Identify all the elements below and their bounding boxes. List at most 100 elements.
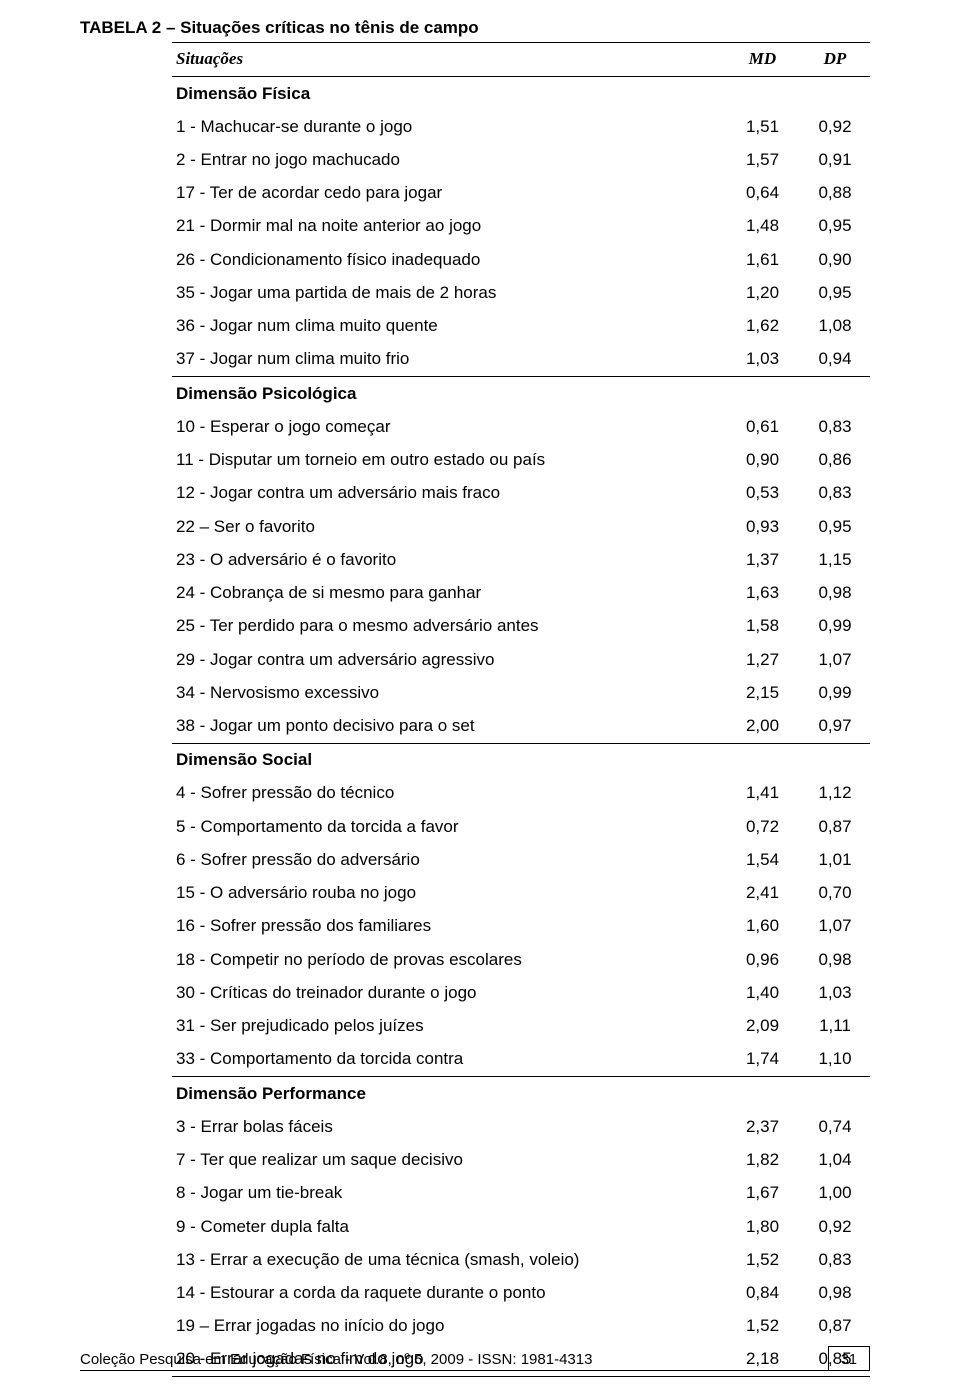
cell-md: 1,82 [725,1144,800,1177]
table-row: 37 - Jogar num clima muito frio1,030,94 [172,343,870,377]
cell-label: 23 - O adversário é o favorito [172,544,725,577]
cell-label: 3 - Errar bolas fáceis [172,1111,725,1144]
table-row: 18 - Competir no período de provas escol… [172,943,870,976]
cell-md: 1,60 [725,910,800,943]
cell-label: 4 - Sofrer pressão do técnico [172,777,725,810]
cell-label: 8 - Jogar um tie-break [172,1177,725,1210]
table-row: 22 – Ser o favorito0,930,95 [172,510,870,543]
cell-dp: 0,87 [800,810,870,843]
table-body: Dimensão Física1 - Machucar-se durante o… [172,77,870,1377]
cell-dp: 0,98 [800,1277,870,1310]
cell-label: 1 - Machucar-se durante o jogo [172,110,725,143]
cell-dp: 0,98 [800,943,870,976]
cell-md: 1,52 [725,1243,800,1276]
cell-dp: 0,92 [800,110,870,143]
cell-label: 6 - Sofrer pressão do adversário [172,844,725,877]
cell-label: 2 - Entrar no jogo machucado [172,144,725,177]
cell-md: 1,80 [725,1210,800,1243]
cell-md: 2,15 [725,676,800,709]
section-name: Dimensão Psicológica [172,377,870,411]
table-row: 36 - Jogar num clima muito quente1,621,0… [172,310,870,343]
table-row: 10 - Esperar o jogo começar0,610,83 [172,411,870,444]
table-row: 29 - Jogar contra um adversário agressiv… [172,643,870,676]
cell-dp: 0,95 [800,277,870,310]
section-name: Dimensão Social [172,743,870,777]
table-row: 15 - O adversário rouba no jogo2,410,70 [172,877,870,910]
table-row: 7 - Ter que realizar um saque decisivo1,… [172,1144,870,1177]
cell-dp: 0,98 [800,577,870,610]
cell-label: 29 - Jogar contra um adversário agressiv… [172,643,725,676]
cell-label: 13 - Errar a execução de uma técnica (sm… [172,1243,725,1276]
cell-md: 1,63 [725,577,800,610]
cell-dp: 0,92 [800,1210,870,1243]
table-row: 1 - Machucar-se durante o jogo1,510,92 [172,110,870,143]
cell-md: 1,41 [725,777,800,810]
cell-md: 1,62 [725,310,800,343]
cell-dp: 1,07 [800,910,870,943]
cell-label: 30 - Críticas do treinador durante o jog… [172,977,725,1010]
header-row: Situações MD DP [172,43,870,77]
table-title: TABELA 2 – Situações críticas no tênis d… [80,18,870,38]
cell-md: 2,41 [725,877,800,910]
cell-dp: 1,07 [800,643,870,676]
footer: Coleção Pesquisa em Educação Física - Vo… [80,1346,870,1371]
table-row: 16 - Sofrer pressão dos familiares1,601,… [172,910,870,943]
cell-label: 9 - Cometer dupla falta [172,1210,725,1243]
cell-dp: 1,01 [800,844,870,877]
cell-label: 36 - Jogar num clima muito quente [172,310,725,343]
cell-label: 22 – Ser o favorito [172,510,725,543]
cell-md: 0,93 [725,510,800,543]
cell-md: 0,84 [725,1277,800,1310]
cell-label: 14 - Estourar a corda da raquete durante… [172,1277,725,1310]
cell-md: 1,40 [725,977,800,1010]
cell-label: 33 - Comportamento da torcida contra [172,1043,725,1077]
table-row: 38 - Jogar um ponto decisivo para o set2… [172,710,870,744]
cell-md: 2,09 [725,1010,800,1043]
cell-label: 25 - Ter perdido para o mesmo adversário… [172,610,725,643]
cell-label: 11 - Disputar um torneio em outro estado… [172,444,725,477]
col-situations: Situações [172,43,725,77]
cell-dp: 1,15 [800,544,870,577]
cell-label: 5 - Comportamento da torcida a favor [172,810,725,843]
cell-dp: 1,12 [800,777,870,810]
cell-dp: 1,00 [800,1177,870,1210]
table-row: 11 - Disputar um torneio em outro estado… [172,444,870,477]
cell-md: 1,52 [725,1310,800,1343]
cell-md: 1,20 [725,277,800,310]
cell-md: 1,54 [725,844,800,877]
cell-dp: 0,74 [800,1111,870,1144]
table-row: 26 - Condicionamento físico inadequado1,… [172,243,870,276]
cell-dp: 0,83 [800,411,870,444]
section-header: Dimensão Social [172,743,870,777]
table-row: 19 – Errar jogadas no início do jogo1,52… [172,1310,870,1343]
cell-label: 38 - Jogar um ponto decisivo para o set [172,710,725,744]
table-row: 9 - Cometer dupla falta1,800,92 [172,1210,870,1243]
cell-md: 1,03 [725,343,800,377]
cell-label: 15 - O adversário rouba no jogo [172,877,725,910]
section-name: Dimensão Performance [172,1077,870,1111]
table-row: 8 - Jogar um tie-break1,671,00 [172,1177,870,1210]
cell-md: 0,96 [725,943,800,976]
table-row: 17 - Ter de acordar cedo para jogar0,640… [172,177,870,210]
page-number: 31 [828,1346,870,1371]
cell-label: 34 - Nervosismo excessivo [172,676,725,709]
table-row: 3 - Errar bolas fáceis2,370,74 [172,1111,870,1144]
table-row: 13 - Errar a execução de uma técnica (sm… [172,1243,870,1276]
cell-dp: 0,91 [800,144,870,177]
cell-dp: 0,94 [800,343,870,377]
cell-md: 0,72 [725,810,800,843]
table-row: 4 - Sofrer pressão do técnico1,411,12 [172,777,870,810]
data-table: Situações MD DP Dimensão Física1 - Machu… [172,42,870,1377]
cell-md: 2,37 [725,1111,800,1144]
cell-label: 31 - Ser prejudicado pelos juízes [172,1010,725,1043]
cell-dp: 0,95 [800,510,870,543]
cell-dp: 0,88 [800,177,870,210]
cell-md: 0,90 [725,444,800,477]
cell-label: 18 - Competir no período de provas escol… [172,943,725,976]
cell-label: 7 - Ter que realizar um saque decisivo [172,1144,725,1177]
cell-md: 1,61 [725,243,800,276]
cell-md: 0,61 [725,411,800,444]
table-row: 31 - Ser prejudicado pelos juízes2,091,1… [172,1010,870,1043]
cell-dp: 0,83 [800,1243,870,1276]
cell-label: 21 - Dormir mal na noite anterior ao jog… [172,210,725,243]
